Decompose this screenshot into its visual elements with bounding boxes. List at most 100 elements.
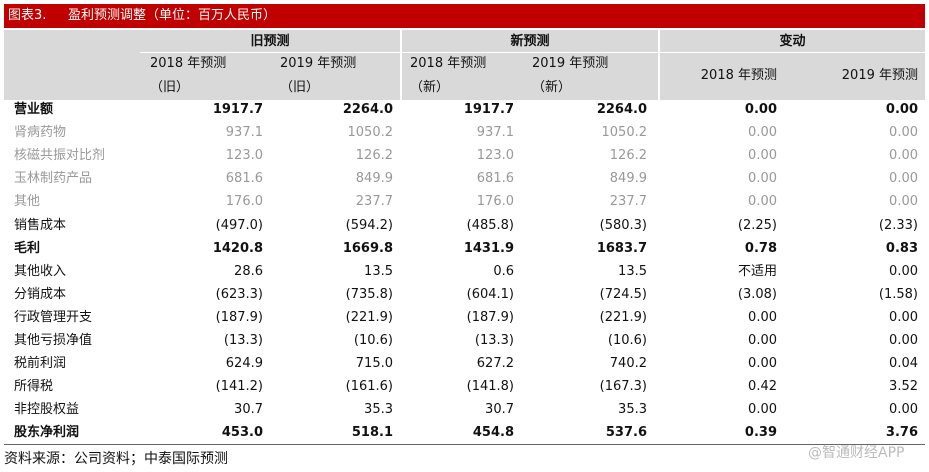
source: 资料来源：公司资料；中泰国际预测 (4, 451, 228, 467)
cell: 0.00 (748, 356, 777, 372)
cell: 537.6 (605, 425, 647, 441)
row-label: 核磁共振对比剂 (14, 148, 106, 164)
cell: 1917.7 (463, 102, 514, 117)
cell: 453.0 (221, 425, 263, 441)
cell: 13.5 (618, 263, 647, 279)
cell: 0.78 (744, 240, 777, 256)
cell: 176.0 (225, 194, 263, 210)
cell: 126.2 (609, 148, 647, 164)
cell: 0.00 (889, 171, 918, 187)
cell: 740.2 (609, 356, 647, 372)
cell: 0.6 (493, 263, 514, 279)
cell: 0.00 (889, 402, 918, 418)
cell: (485.8) (466, 217, 514, 233)
cell: 不适用 (737, 263, 777, 279)
cell: (2.33) (878, 217, 918, 233)
cell: (10.6) (607, 333, 647, 348)
figure-label: 图表3. (8, 8, 47, 23)
row-label: 其他 (14, 194, 41, 210)
cell: (2.25) (737, 217, 777, 233)
header-bg (4, 30, 925, 100)
cell: 237.7 (355, 194, 393, 210)
cell: (13.3) (223, 333, 263, 348)
column-tag: （旧） (150, 80, 190, 95)
cell: 681.6 (476, 171, 514, 187)
cell: 0.00 (889, 125, 918, 141)
cell: 1683.7 (596, 240, 647, 256)
cell: 681.6 (225, 171, 263, 187)
cell: 0.00 (889, 263, 918, 279)
cell: 937.1 (225, 125, 263, 141)
cell: 0.42 (748, 379, 777, 395)
cell: 0.00 (744, 102, 777, 117)
cell: 123.0 (225, 148, 263, 164)
cell: 3.52 (889, 379, 918, 395)
cell: 518.1 (351, 425, 393, 441)
cell: (623.3) (215, 286, 263, 302)
row-label: 玉林制药产品 (14, 171, 93, 187)
cell: 28.6 (234, 263, 263, 279)
column-year: 2018 年预测 (700, 68, 777, 83)
cell: (167.3) (599, 379, 647, 395)
column-year: 2019 年预测 (532, 56, 609, 71)
cell: 937.1 (476, 125, 514, 141)
cell: 0.00 (889, 194, 918, 210)
cell: (594.2) (345, 217, 393, 233)
row-label: 其他收入 (14, 263, 67, 279)
cell: 0.00 (748, 333, 777, 348)
column-year: 2018 年预测 (150, 56, 227, 71)
cell: 1050.2 (347, 125, 394, 141)
cell: (141.2) (215, 379, 263, 395)
cell: (10.6) (353, 333, 393, 348)
cell: 715.0 (355, 356, 393, 372)
row-label: 所得税 (14, 379, 54, 395)
cell: 454.8 (472, 425, 514, 441)
cell: (187.9) (215, 309, 263, 325)
group-header: 变动 (779, 34, 806, 49)
column-year: 2019 年预测 (280, 56, 357, 71)
cell: 849.9 (609, 171, 647, 187)
cell: 0.83 (885, 240, 918, 256)
row-label: 营业额 (14, 102, 54, 117)
cell: 35.3 (364, 402, 393, 418)
cell: 1669.8 (342, 240, 393, 256)
cell: 0.00 (748, 171, 777, 187)
cell: 0.00 (748, 194, 777, 210)
cell: 2264.0 (596, 102, 647, 117)
cell: (497.0) (215, 217, 263, 233)
row-label: 毛利 (14, 240, 41, 256)
row-label: 分销成本 (14, 286, 67, 302)
cell: (735.8) (345, 286, 393, 302)
cell: 13.5 (364, 263, 393, 279)
cell: 0.00 (889, 309, 918, 325)
cell: 0.04 (889, 356, 918, 372)
cell: (1.58) (878, 286, 918, 302)
cell: 624.9 (225, 356, 263, 372)
separator (140, 52, 925, 53)
separator (400, 30, 402, 100)
cell: 849.9 (355, 171, 393, 187)
cell: (187.9) (466, 309, 514, 325)
cell: (13.3) (474, 333, 514, 348)
cell: 123.0 (476, 148, 514, 164)
row-label: 非控股权益 (14, 402, 80, 418)
row-label: 销售成本 (14, 217, 67, 233)
cell: 0.00 (885, 102, 918, 117)
cell: (221.9) (345, 309, 393, 325)
row-label: 股东净利润 (14, 425, 80, 441)
cell: (604.1) (466, 286, 514, 302)
group-header: 新预测 (510, 34, 550, 49)
cell: 0.00 (748, 309, 777, 325)
cell: 0.00 (748, 125, 777, 141)
cell: 30.7 (234, 402, 263, 418)
cell: (141.8) (466, 379, 514, 395)
watermark: @智通财经APP (808, 445, 905, 461)
cell: 2264.0 (342, 102, 393, 117)
cell: 0.00 (748, 402, 777, 418)
column-tag: （新） (410, 80, 450, 95)
cell: 0.00 (889, 333, 918, 348)
column-tag: （旧） (280, 80, 320, 95)
title-bar (4, 4, 925, 28)
cell: 3.76 (885, 425, 918, 441)
